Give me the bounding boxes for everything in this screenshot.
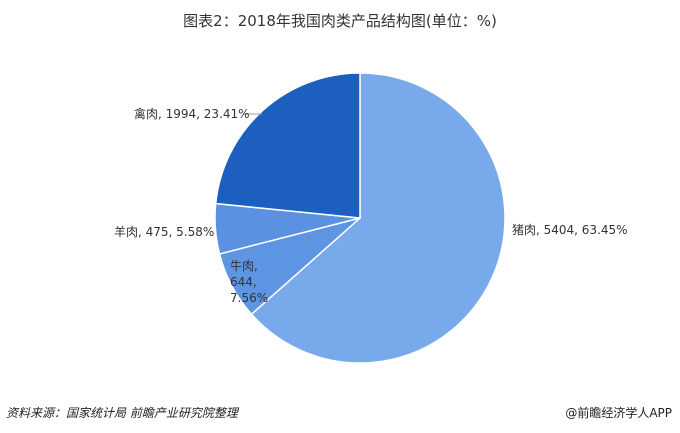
source-note: 资料来源：国家统计局 前瞻产业研究院整理	[6, 406, 238, 420]
data-label: 牛肉, 644, 7.56%	[230, 259, 269, 305]
credit: @前瞻经济学人APP	[565, 406, 672, 420]
data-label: 羊肉, 475, 5.58%	[114, 225, 215, 239]
pie-slice	[250, 72, 506, 364]
pie-slice	[214, 72, 361, 219]
data-label: 禽肉, 1994, 23.41%	[134, 107, 250, 121]
data-label: 猪肉, 5404, 63.45%	[512, 223, 628, 237]
chart-title: 图表2：2018年我国肉类产品结构图(单位：%)	[183, 12, 497, 30]
